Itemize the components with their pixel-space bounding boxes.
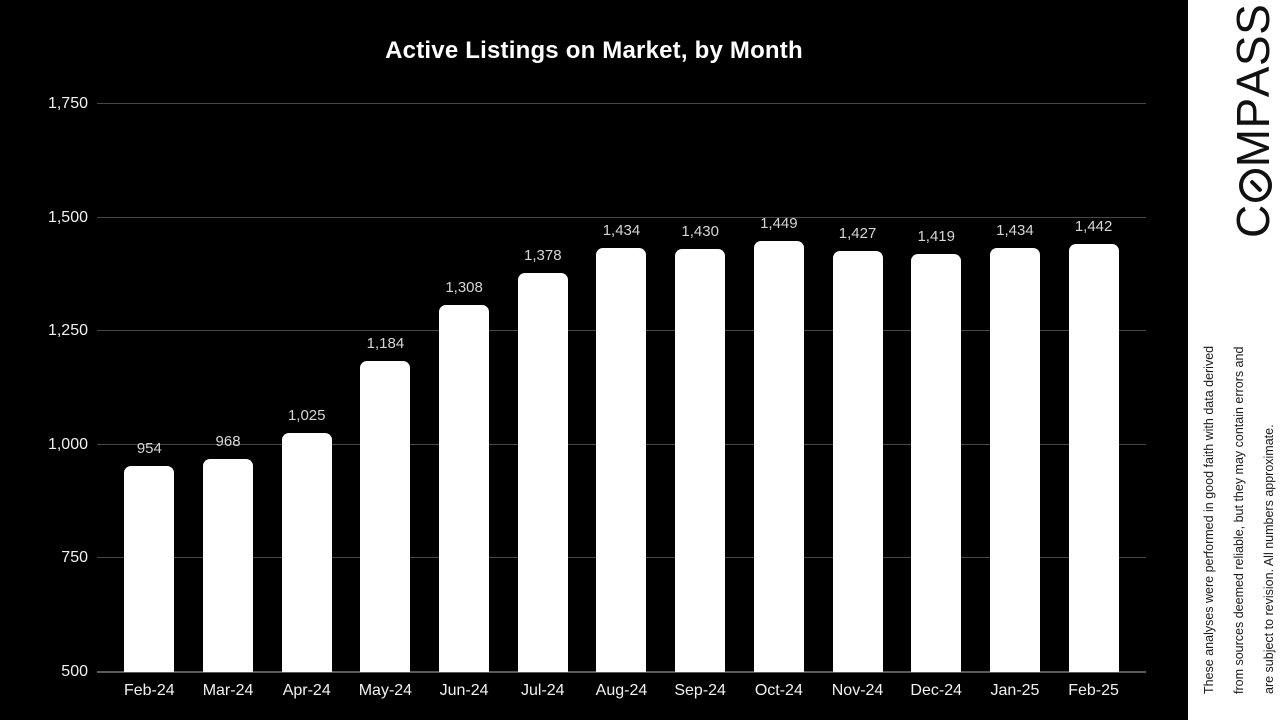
bar-slot: 968 Mar-24 xyxy=(189,104,268,699)
bar-slot: 1,434 Aug-24 xyxy=(582,104,661,699)
compass-needle-icon xyxy=(1248,179,1263,193)
y-axis-labels: 1,750 1,500 1,250 1,000 750 500 xyxy=(0,0,88,720)
bar-value-label: 1,427 xyxy=(838,224,877,242)
bar: 1,025 xyxy=(281,407,332,672)
x-axis-tick-label: Mar-24 xyxy=(202,682,254,699)
bar-slot: 1,449 Oct-24 xyxy=(740,104,819,699)
bar-value-label: 1,025 xyxy=(287,407,326,425)
compass-o-icon xyxy=(1239,169,1272,203)
plot-area: 954 Feb-24 968 Mar-24 1,025 Apr-24 1,184 May-24… xyxy=(97,103,1146,699)
x-axis-tick-label: Jun-24 xyxy=(439,682,489,699)
bar: 1,419 xyxy=(911,228,962,672)
bar: 968 xyxy=(203,433,254,672)
bar-value-label: 1,308 xyxy=(445,278,483,296)
brand-strip xyxy=(1188,0,1280,720)
bar: 1,184 xyxy=(360,335,411,672)
y-axis-tick-label: 1,500 xyxy=(47,208,88,226)
bar-value-label: 1,419 xyxy=(917,228,955,246)
disclaimer-line: These analyses were performed in good fa… xyxy=(1202,345,1216,694)
bar-value-label: 1,442 xyxy=(1074,217,1113,235)
x-axis-tick-label: Apr-24 xyxy=(282,682,331,699)
x-axis-tick-label: May-24 xyxy=(358,682,413,699)
y-axis-tick-label: 1,250 xyxy=(47,322,88,340)
logo-letter: S xyxy=(1227,3,1279,35)
disclaimer-line: from sources deemed reliable, but they m… xyxy=(1232,346,1246,694)
x-axis-tick-label: Dec-24 xyxy=(910,682,962,699)
y-axis-tick-label: 500 xyxy=(61,663,88,680)
bar-slot: 1,427 Nov-24 xyxy=(818,104,897,699)
x-axis-tick-label: Aug-24 xyxy=(595,682,648,699)
bar-slot: 1,434 Jan-25 xyxy=(976,104,1055,699)
x-axis-tick-label: Sep-24 xyxy=(674,682,726,699)
y-axis-tick-label: 1,000 xyxy=(47,435,88,453)
bar: 1,434 xyxy=(596,222,647,672)
bar-value-label: 1,434 xyxy=(996,221,1034,239)
bar-slot: 1,184 May-24 xyxy=(346,104,425,699)
bar-series: 954 Feb-24 968 Mar-24 1,025 Apr-24 1,184 May-24… xyxy=(110,104,1133,699)
x-axis-tick-label: Nov-24 xyxy=(831,682,884,699)
bar-slot: 1,378 Jul-24 xyxy=(503,104,582,699)
bar-value-label: 968 xyxy=(215,433,241,451)
y-axis-tick-label: 750 xyxy=(61,549,88,567)
logo-letter: C xyxy=(1227,204,1279,238)
bar-slot: 1,442 Feb-25 xyxy=(1054,104,1133,699)
bar: 1,449 xyxy=(753,215,804,672)
bar-value-label: 1,184 xyxy=(366,335,405,353)
disclaimer-text: These analyses were performed in good fa… xyxy=(1194,314,1280,694)
x-axis-tick-label: Feb-25 xyxy=(1068,682,1119,699)
logo-letter: S xyxy=(1227,34,1279,67)
bar: 1,430 xyxy=(675,223,726,672)
y-axis-tick-label: 1,750 xyxy=(47,95,88,112)
x-axis-tick-label: Jan-25 xyxy=(990,682,1040,699)
chart-title: Active Listings on Market, by Month xyxy=(385,37,803,64)
bar: 1,434 xyxy=(989,222,1040,672)
bar: 1,308 xyxy=(439,279,490,672)
bar: 954 xyxy=(124,440,175,672)
bar: 1,442 xyxy=(1068,218,1119,672)
bar-slot: 1,430 Sep-24 xyxy=(661,104,740,699)
logo-letter: M xyxy=(1227,128,1279,168)
bar: 1,427 xyxy=(832,225,883,672)
x-axis-tick-label: Feb-24 xyxy=(123,682,175,699)
gridline xyxy=(97,103,1146,104)
bar-value-label: 1,378 xyxy=(524,247,562,265)
bar-value-label: 1,449 xyxy=(760,214,798,232)
logo-letter: A xyxy=(1227,66,1279,98)
gridline xyxy=(97,216,1146,218)
bar-value-label: 1,430 xyxy=(681,223,719,241)
bar-value-label: 954 xyxy=(136,439,162,457)
bar-slot: 1,025 Apr-24 xyxy=(267,104,346,699)
x-axis-baseline xyxy=(97,671,1146,673)
disclaimer-line: are subject to revision. All numbers app… xyxy=(1262,424,1276,694)
bar-value-label: 1,434 xyxy=(602,221,641,239)
bar-slot: 1,308 Jun-24 xyxy=(425,104,504,699)
bar-slot: 954 Feb-24 xyxy=(110,104,189,699)
logo-letter: P xyxy=(1227,97,1279,129)
bar-slot: 1,419 Dec-24 xyxy=(897,104,976,699)
x-axis-tick-label: Oct-24 xyxy=(754,682,803,699)
x-axis-tick-label: Jul-24 xyxy=(520,682,565,699)
compass-logo: C MPASS xyxy=(1227,3,1279,238)
bar: 1,378 xyxy=(517,247,568,672)
